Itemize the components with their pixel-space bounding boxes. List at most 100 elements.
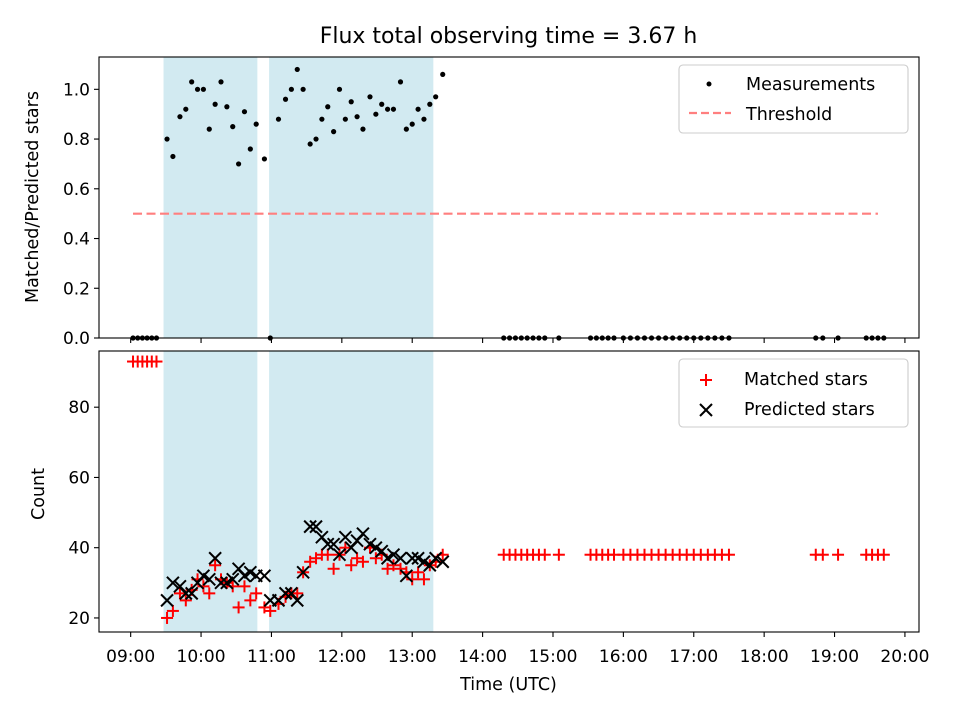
ratio-plot-frame xyxy=(98,56,920,339)
count-y-tick-label: 40 xyxy=(68,539,90,559)
count-x-tick-label: 17:00 xyxy=(669,647,718,667)
measurement-point xyxy=(367,94,373,100)
ratio-y-axis-label: Matched/Predicted stars xyxy=(23,91,43,303)
predicted-stars-point xyxy=(257,569,272,583)
measurement-point xyxy=(390,106,397,112)
count-legend-box xyxy=(678,358,909,428)
measurement-point xyxy=(319,116,325,122)
measurement-point xyxy=(421,116,427,122)
predicted-stars-point xyxy=(184,586,199,601)
ratio-y-ticks: 0.0 0.2 0.4 0.6 0.8 1.0 xyxy=(63,80,99,349)
predicted-stars-point xyxy=(332,548,347,562)
matched-stars-point xyxy=(321,548,334,561)
measurement-point xyxy=(360,126,366,132)
matched-stars-point xyxy=(538,548,551,561)
measurement-point xyxy=(170,153,176,160)
ratio-legend-box xyxy=(678,64,909,134)
measurement-point xyxy=(403,126,409,132)
predicted-stars-point xyxy=(399,569,414,583)
matched-stars-point xyxy=(345,559,358,572)
measurement-point xyxy=(183,106,189,112)
predicted-stars-series xyxy=(160,519,450,608)
count-x-tick-label: 12:00 xyxy=(317,647,366,667)
count-x-ticks: 09:00 10:00 11:00 12:00 13:00 14:00 15:00 16:00… xyxy=(106,632,929,667)
ratio-panel: 0.0 0.2 0.4 0.6 0.8 1.0 Matched/Predicted sta… xyxy=(23,56,920,349)
measurement-point xyxy=(313,136,319,142)
measurement-point xyxy=(427,101,433,107)
predicted-stars-point xyxy=(436,555,450,569)
predicted-stars-point xyxy=(179,586,193,601)
count-y-axis-label: Count xyxy=(29,468,49,520)
count-plot-frame xyxy=(98,350,920,633)
ratio-y-tick-label: 1.0 xyxy=(63,80,90,100)
measurement-point xyxy=(261,156,268,162)
matched-stars-point xyxy=(226,580,239,593)
count-x-tick-label: 11:00 xyxy=(247,647,296,667)
measurement-point xyxy=(336,86,343,92)
count-x-tick-label: 20:00 xyxy=(880,647,929,667)
matched-stars-point xyxy=(250,587,263,600)
matched-stars-point xyxy=(209,559,222,572)
observing-interval-shade xyxy=(269,351,434,632)
observing-interval-shade xyxy=(269,57,434,338)
count-x-tick-label: 13:00 xyxy=(388,647,437,667)
measurement-point xyxy=(440,71,446,78)
measurement-point xyxy=(230,124,236,130)
matched-stars-point xyxy=(291,587,304,600)
matched-stars-point xyxy=(412,566,425,579)
predicted-stars-point xyxy=(393,551,408,565)
predicted-stars-point xyxy=(202,572,216,587)
matched-stars-point xyxy=(173,587,186,600)
count-y-tick-label: 80 xyxy=(68,398,90,418)
measurement-point xyxy=(415,106,421,112)
matched-stars-legend-label: Matched stars xyxy=(744,370,868,390)
matched-stars-point xyxy=(166,604,179,617)
count-x-tick-label: 10:00 xyxy=(177,647,226,667)
matched-stars-point xyxy=(197,580,210,593)
matched-stars-point xyxy=(150,355,163,368)
matched-stars-point xyxy=(356,555,369,568)
measurements-legend-label: Measurements xyxy=(746,75,875,95)
measurement-point xyxy=(300,86,306,92)
ratio-y-tick-label: 0.0 xyxy=(63,329,90,349)
measurement-point xyxy=(307,141,313,147)
predicted-stars-point xyxy=(338,530,353,544)
ratio-x-ticks xyxy=(130,338,906,343)
measurement-point xyxy=(342,116,348,122)
matched-stars-point xyxy=(264,604,277,617)
ratio-y-tick-label: 0.8 xyxy=(63,130,90,150)
matched-stars-series xyxy=(127,355,890,624)
predicted-stars-point xyxy=(214,576,228,590)
measurement-point xyxy=(177,114,183,120)
measurement-point xyxy=(331,129,337,135)
matched-stars-legend-marker xyxy=(700,374,712,386)
measurement-point xyxy=(397,79,404,85)
predicted-stars-point xyxy=(386,548,401,562)
measurement-point xyxy=(409,121,415,127)
count-x-tick-label: 09:00 xyxy=(106,647,155,667)
measurement-point xyxy=(247,146,253,152)
predicted-stars-legend-marker xyxy=(699,403,713,417)
measurement-point xyxy=(384,106,391,112)
measurement-point xyxy=(348,99,354,105)
predicted-stars-point xyxy=(303,519,317,534)
matched-stars-point xyxy=(722,548,735,561)
predicted-stars-point xyxy=(278,586,293,601)
predicted-stars-point xyxy=(160,593,174,608)
predicted-stars-point xyxy=(428,551,443,565)
measurements-legend-marker xyxy=(706,81,712,87)
matched-stars-point xyxy=(387,559,400,572)
measurement-point xyxy=(200,86,207,92)
matched-stars-point xyxy=(877,548,890,561)
predicted-stars-point xyxy=(321,537,335,551)
measurement-point xyxy=(218,79,224,85)
ratio-y-tick-label: 0.6 xyxy=(63,180,90,200)
matched-stars-point xyxy=(179,594,192,607)
measurement-point xyxy=(224,104,230,110)
count-x-tick-label: 19:00 xyxy=(810,647,859,667)
matched-stars-point xyxy=(244,594,257,607)
measurement-point xyxy=(235,161,242,167)
count-y-tick-label: 20 xyxy=(68,609,90,629)
matched-stars-point xyxy=(339,541,352,554)
